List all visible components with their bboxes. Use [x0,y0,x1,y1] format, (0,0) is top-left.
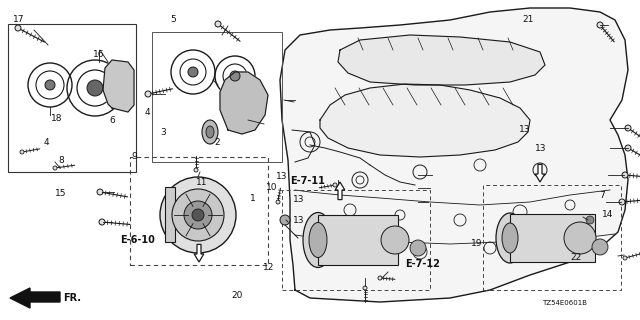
Text: 1: 1 [250,194,255,203]
Text: 4: 4 [44,138,49,147]
Text: 5: 5 [170,15,175,24]
Ellipse shape [206,126,214,138]
Circle shape [623,256,627,260]
Text: E-7-12: E-7-12 [405,259,440,269]
Circle shape [188,67,198,77]
Circle shape [97,189,103,195]
Text: 3: 3 [161,128,166,137]
Circle shape [625,125,631,131]
Text: 13: 13 [276,172,287,180]
Text: 2: 2 [215,138,220,147]
Polygon shape [10,288,60,308]
Text: 13: 13 [293,196,305,204]
Text: 10: 10 [266,183,278,192]
Circle shape [194,168,198,172]
Polygon shape [335,182,345,200]
Circle shape [592,239,608,255]
Text: 6: 6 [109,116,115,124]
Bar [165,187,175,242]
Bar [282,190,430,290]
Polygon shape [220,72,268,134]
Text: 9: 9 [132,152,137,161]
Text: 13: 13 [519,125,531,134]
Polygon shape [103,60,134,112]
Text: 15: 15 [55,189,67,198]
Ellipse shape [502,223,518,253]
Ellipse shape [303,212,333,268]
Polygon shape [320,84,530,157]
Circle shape [20,150,24,154]
Circle shape [15,25,21,31]
Text: 8: 8 [58,156,63,164]
Text: E-7-11: E-7-11 [290,176,324,186]
Polygon shape [535,164,545,182]
Ellipse shape [309,222,327,258]
Ellipse shape [202,120,218,144]
Text: E-6-10: E-6-10 [120,235,155,245]
Circle shape [586,216,594,224]
Circle shape [276,200,280,204]
Polygon shape [280,8,628,302]
Bar [8,24,136,172]
Text: TZ54E0601B: TZ54E0601B [542,300,587,306]
Text: FR.: FR. [63,293,81,303]
Circle shape [87,80,103,96]
Text: 4: 4 [145,108,150,116]
Circle shape [381,226,409,254]
Polygon shape [194,244,204,262]
Text: 13: 13 [535,144,547,153]
Bar [152,32,282,162]
Bar [510,214,595,262]
Circle shape [363,286,367,290]
Text: 11: 11 [196,178,207,187]
Circle shape [160,177,236,253]
Text: 12: 12 [263,263,275,272]
Text: 20: 20 [231,292,243,300]
Circle shape [172,189,224,241]
Text: 14: 14 [602,210,614,219]
Text: 17: 17 [13,15,25,24]
Circle shape [619,199,625,205]
Circle shape [564,222,596,254]
Circle shape [145,91,151,97]
Circle shape [597,22,603,28]
Circle shape [378,276,382,280]
Circle shape [53,166,57,170]
Text: 18: 18 [51,114,62,123]
Ellipse shape [496,213,524,263]
Polygon shape [338,35,545,85]
Bar [483,185,621,290]
Circle shape [410,240,426,256]
Circle shape [184,201,212,229]
Circle shape [333,183,337,187]
Circle shape [230,71,240,81]
Circle shape [280,215,290,225]
Text: 7: 7 [599,191,604,200]
Text: 19: 19 [471,239,483,248]
Circle shape [45,80,55,90]
Text: 13: 13 [293,216,305,225]
Circle shape [99,219,105,225]
Circle shape [625,145,631,151]
Bar [130,157,268,265]
Text: 21: 21 [522,15,534,24]
Circle shape [622,172,628,178]
Bar [318,215,398,265]
Text: 22: 22 [570,253,582,262]
Circle shape [215,21,221,27]
Text: 16: 16 [93,50,105,59]
Circle shape [192,209,204,221]
